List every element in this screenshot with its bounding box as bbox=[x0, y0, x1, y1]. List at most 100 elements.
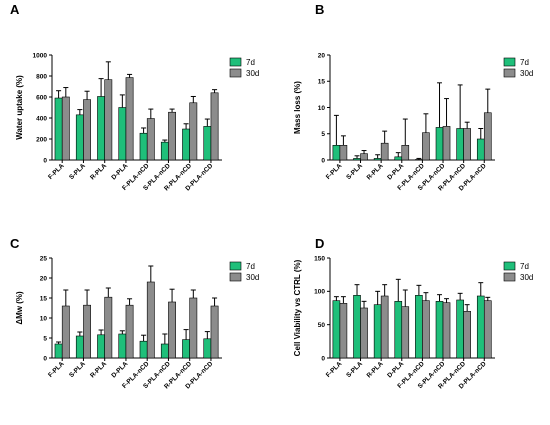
bar-30d bbox=[104, 296, 113, 359]
bar-7d bbox=[203, 126, 212, 161]
y-tick-label: 25 bbox=[40, 255, 48, 262]
x-tick-label: S-PLA bbox=[68, 162, 87, 181]
x-tick-label: S-PLA bbox=[345, 360, 364, 379]
bar-30d bbox=[360, 307, 368, 359]
bar-7d bbox=[353, 158, 361, 161]
bar-7d bbox=[182, 128, 191, 161]
legend-label: 7d bbox=[520, 262, 529, 271]
legend-swatch-7d bbox=[229, 57, 242, 67]
x-tick-label: D-PLA bbox=[110, 360, 129, 379]
bar-30d bbox=[483, 300, 492, 359]
x-tick-label: R-PLA bbox=[89, 360, 108, 379]
y-tick-label: 600 bbox=[36, 94, 47, 101]
bar-30d bbox=[125, 77, 134, 161]
y-tick-label: 50 bbox=[318, 322, 326, 329]
bar-7d bbox=[373, 158, 382, 161]
bar-30d bbox=[483, 112, 492, 161]
y-tick-label: 100 bbox=[314, 289, 325, 296]
bar-30d bbox=[401, 306, 410, 359]
bar-30d bbox=[210, 92, 219, 161]
bar-7d bbox=[118, 333, 127, 359]
chart-panel-a: A Water uptake (%) 0 200 400 600 800 1000 F-PLA S… bbox=[10, 2, 259, 192]
bar-30d bbox=[463, 128, 471, 161]
x-tick-label: F-PLA bbox=[47, 162, 66, 181]
bar-30d bbox=[463, 311, 471, 359]
y-axis-label: Water uptake (%) bbox=[15, 75, 24, 140]
bar-7d bbox=[435, 127, 444, 161]
bar-7d bbox=[139, 132, 148, 161]
bar-30d bbox=[380, 142, 389, 161]
bar-7d bbox=[160, 141, 169, 161]
bar-7d bbox=[182, 339, 191, 359]
chart-panel-b: B Mass loss (%) 0 5 10 15 20 F-PLA S-PLA R-PLA D-P… bbox=[293, 2, 533, 192]
bar-30d bbox=[339, 303, 348, 359]
legend-label: 30d bbox=[520, 69, 533, 78]
bar-30d bbox=[339, 145, 348, 161]
legend-label: 30d bbox=[520, 273, 533, 282]
bar-30d bbox=[83, 99, 91, 161]
y-tick-label: 15 bbox=[318, 79, 326, 86]
x-tick-label: D-PLA bbox=[386, 360, 405, 379]
legend-swatch-7d bbox=[229, 261, 242, 271]
bar-7d bbox=[332, 145, 341, 161]
bar-7d bbox=[476, 295, 485, 359]
legend-swatch-7d bbox=[503, 261, 516, 271]
bar-7d bbox=[75, 114, 84, 161]
y-tick-label: 1000 bbox=[33, 52, 48, 59]
panel-letter: B bbox=[315, 2, 324, 17]
y-tick-label: 0 bbox=[43, 355, 47, 362]
y-tick-label: 0 bbox=[43, 157, 47, 164]
legend-swatch-30d bbox=[229, 68, 242, 78]
y-tick-label: 400 bbox=[36, 115, 47, 122]
bar-7d bbox=[415, 159, 423, 161]
bar-7d bbox=[415, 295, 423, 359]
bar-7d bbox=[160, 343, 169, 359]
x-tick-label: S-PLA bbox=[68, 360, 87, 379]
legend-label: 7d bbox=[246, 262, 255, 271]
y-axis-label: ΔMw (%) bbox=[15, 291, 24, 325]
bar-30d bbox=[442, 126, 451, 161]
y-tick-label: 200 bbox=[36, 136, 47, 143]
bar-7d bbox=[54, 97, 63, 161]
bar-30d bbox=[61, 96, 70, 161]
legend-swatch-30d bbox=[503, 272, 516, 282]
y-tick-label: 5 bbox=[43, 335, 47, 342]
bar-30d bbox=[125, 304, 134, 359]
bar-30d bbox=[422, 300, 430, 359]
bar-7d bbox=[476, 138, 485, 161]
x-tick-label: F-PLA bbox=[47, 360, 66, 379]
bar-7d bbox=[456, 299, 464, 359]
bar-30d bbox=[189, 102, 198, 161]
chart-panel-d: D Cell Viability vs CTRL (%) 0 50 100 150 F-PL… bbox=[293, 236, 533, 390]
y-axis-label: Cell Viability vs CTRL (%) bbox=[293, 259, 302, 356]
bar-30d bbox=[104, 79, 113, 161]
y-axis-label: Mass loss (%) bbox=[293, 81, 302, 134]
bar-30d bbox=[61, 305, 70, 359]
x-tick-label: D-PLA bbox=[386, 162, 405, 181]
y-tick-label: 15 bbox=[40, 295, 48, 302]
bar-30d bbox=[189, 297, 198, 359]
legend-label: 30d bbox=[246, 273, 259, 282]
x-tick-label: R-PLA bbox=[366, 360, 385, 379]
y-tick-label: 800 bbox=[36, 73, 47, 80]
bar-30d bbox=[210, 305, 219, 359]
x-tick-label: D-PLA bbox=[110, 162, 129, 181]
panel-letter: D bbox=[315, 236, 324, 251]
bar-7d bbox=[353, 295, 361, 359]
bar-30d bbox=[380, 295, 389, 359]
bar-30d bbox=[360, 153, 368, 161]
y-tick-label: 0 bbox=[321, 157, 325, 164]
bar-7d bbox=[75, 335, 84, 359]
bar-7d bbox=[54, 343, 63, 359]
legend-swatch-30d bbox=[503, 68, 516, 78]
x-tick-label: F-PLA bbox=[325, 162, 344, 181]
legend-label: 30d bbox=[246, 69, 259, 78]
bar-7d bbox=[394, 156, 403, 161]
bar-30d bbox=[146, 118, 155, 161]
bar-7d bbox=[97, 96, 105, 161]
bar-7d bbox=[118, 107, 127, 161]
bar-7d bbox=[97, 334, 105, 359]
legend-swatch-7d bbox=[503, 57, 516, 67]
bar-30d bbox=[83, 304, 91, 359]
